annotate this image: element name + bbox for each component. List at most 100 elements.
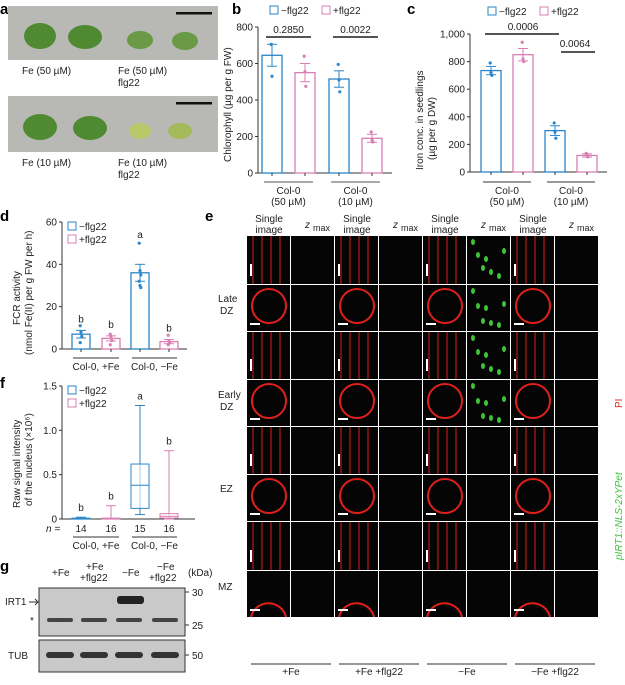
chart-d-fcr: 0 20 40 60 −flg22 +flg22 b b a b Col-0, +Fe Col-0, … (46, 218, 187, 373)
y-tick-label: 200 (448, 140, 465, 151)
root-section (427, 288, 463, 324)
condition-label: −Fe +flg22 (531, 667, 579, 678)
root-section (515, 288, 551, 324)
col-header-single: Single (255, 214, 283, 225)
scale-bar (426, 359, 428, 371)
significance-letter: b (78, 314, 84, 325)
legend-swatch-plus-flg22 (67, 234, 77, 244)
data-point (586, 155, 590, 159)
legend-swatch-plus-flg22 (321, 5, 331, 15)
scale-bar (514, 264, 516, 276)
y-tick-label: 0 (247, 169, 253, 180)
scale-bar (338, 264, 340, 276)
scale-bar (176, 102, 212, 105)
tub-label: TUB (8, 651, 28, 662)
data-point (109, 334, 113, 338)
panel-label-g: g (0, 558, 9, 575)
data-point (302, 54, 306, 58)
data-point (139, 286, 143, 290)
row-label-dz: DZ (220, 402, 233, 413)
f-ylabel: Raw signal intensity (12, 420, 23, 508)
scale-bar (426, 264, 428, 276)
zmax-image (467, 571, 510, 617)
panel-a: Fe (50 µM) Fe (50 µM) flg22 Fe (10 µM) F… (8, 6, 218, 181)
single-image (335, 522, 378, 570)
legend-minus-flg22: −flg22 (79, 222, 107, 233)
col-header-zmax-sub: max (577, 223, 595, 233)
y-tick-label: 200 (236, 132, 253, 143)
significance-letter: b (78, 503, 84, 514)
data-point (139, 273, 143, 277)
scale-bar (250, 264, 252, 276)
y-tick-label: 20 (46, 302, 58, 313)
yfp-nucleus (484, 256, 488, 262)
zmax-image (555, 236, 598, 284)
zmax-image (555, 285, 598, 331)
zmax-image (555, 380, 598, 426)
scale-bar (514, 513, 524, 515)
y-tick-label: 0 (51, 345, 57, 356)
irt1-label: IRT1 (5, 597, 27, 608)
scale-bar (250, 609, 260, 611)
yfp-nucleus (489, 269, 493, 275)
col-header-single: Single (343, 214, 371, 225)
label-fe50: Fe (50 µM) (22, 66, 71, 77)
zmax-image (379, 332, 422, 379)
label-fe10-flg22: Fe (10 µM) (118, 158, 167, 169)
col-header-single: Single (519, 214, 547, 225)
scale-bar (250, 454, 252, 466)
col-header-zmax: z (304, 220, 310, 231)
significance-letter: b (166, 323, 172, 334)
group-label: Col-0, +Fe (73, 541, 120, 552)
single-image (423, 522, 466, 570)
y-tick-label: 1,000 (440, 30, 465, 41)
scale-bar (250, 513, 260, 515)
col-header-single: image (431, 225, 459, 236)
scale-bar (250, 418, 260, 420)
single-image (247, 332, 290, 379)
zmax-image (379, 522, 422, 570)
irt1-blot (38, 587, 186, 637)
scale-bar (426, 454, 428, 466)
legend-swatch-minus-flg22 (67, 221, 77, 231)
yfp-nucleus (497, 417, 501, 423)
zmax-image (379, 380, 422, 426)
y-tick-label: 60 (46, 218, 58, 229)
zmax-image (467, 522, 510, 570)
arrow-icon (29, 598, 39, 606)
legend-minus-flg22: −flg22 (499, 7, 527, 18)
yfp-nucleus (476, 349, 480, 355)
yfp-nucleus (471, 383, 475, 389)
data-point (303, 70, 307, 74)
data-point (371, 140, 375, 144)
legend-swatch-plus-flg22 (67, 398, 77, 408)
group-label: Col-0, −Fe (131, 541, 178, 552)
root-section (426, 602, 463, 618)
col-header-zmax: z (480, 220, 486, 231)
root-section (515, 383, 551, 419)
scale-bar (338, 609, 348, 611)
b-ylabel: Chlorophyll (µg per g FW) (223, 47, 234, 162)
p-value: 0.0006 (508, 22, 539, 33)
significance-letter: a (137, 392, 143, 403)
legend-swatch-minus-flg22 (269, 5, 279, 15)
label-flg22: flg22 (118, 170, 140, 181)
data-point (488, 61, 492, 65)
yfp-nucleus (481, 363, 485, 369)
seedlings-10uM (23, 114, 192, 140)
y-tick-label: 800 (236, 23, 253, 34)
col-header-zmax-sub: max (489, 223, 507, 233)
scale-bar (514, 454, 516, 466)
scale-bar (426, 513, 436, 515)
legend-minus-flg22: −flg22 (281, 6, 309, 17)
yfp-nucleus (481, 413, 485, 419)
yfp-nucleus (481, 265, 485, 271)
root-section (339, 288, 375, 324)
scale-bar (514, 323, 524, 325)
single-image (511, 332, 554, 379)
n-count: 14 (75, 524, 87, 535)
zmax-image (291, 571, 334, 617)
bar (261, 54, 283, 174)
scale-bar (338, 454, 340, 466)
